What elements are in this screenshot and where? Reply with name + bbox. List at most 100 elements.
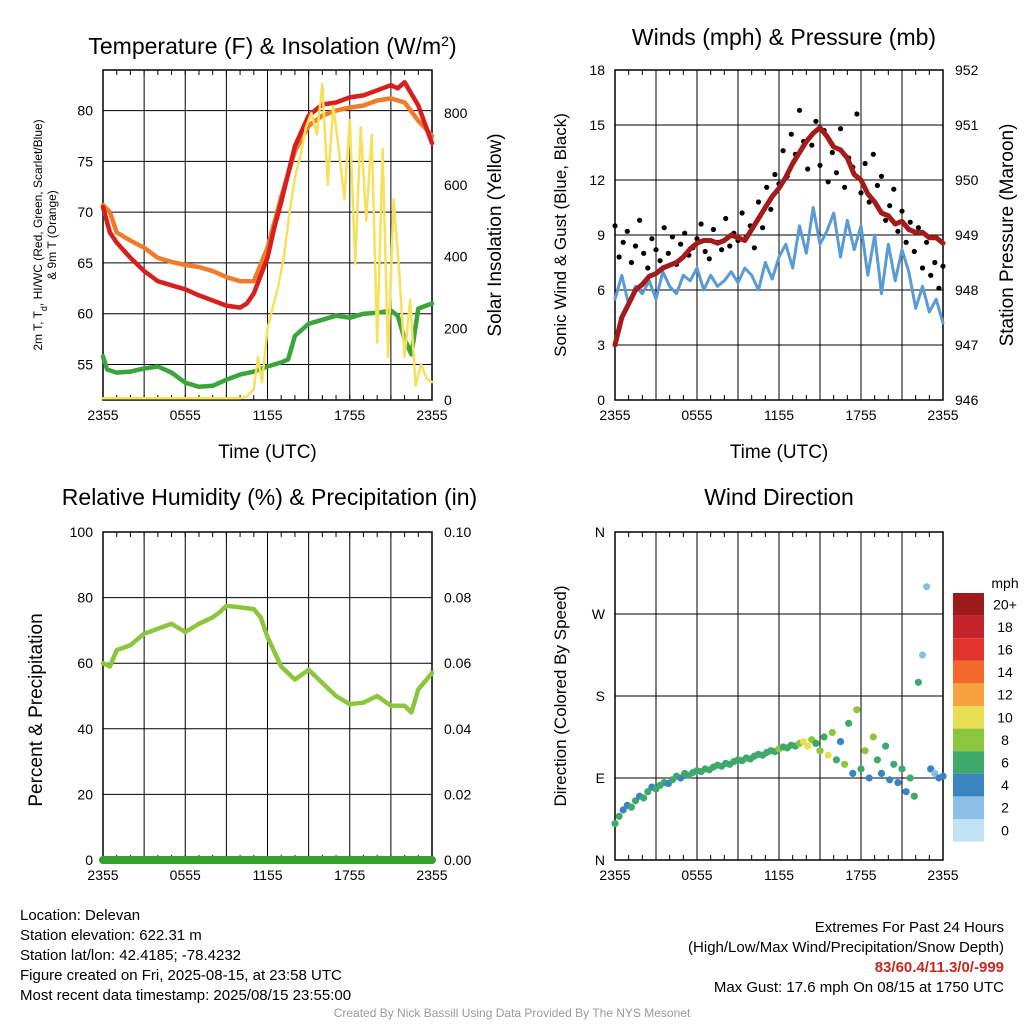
gust-point: [883, 217, 889, 223]
wind-y-tick-label: 6: [597, 282, 605, 298]
gust-point: [641, 250, 647, 256]
rh-y2-tick-label: 0.10: [444, 524, 471, 540]
temp-y-tick-label: 75: [77, 153, 93, 169]
dir-y-tick-label: N: [595, 852, 605, 868]
temp-title: Temperature (F) & Insolation (W/m2): [88, 33, 456, 59]
gust-point: [858, 190, 864, 196]
gust-point: [862, 160, 868, 167]
extremes-values: 83/60.4/11.3/0/-999: [874, 959, 1004, 976]
temp-y-tick-label: 60: [77, 306, 93, 322]
created-text: Figure created on Fri, 2025-08-15, at 23…: [20, 967, 342, 984]
gust-point: [678, 241, 684, 247]
temp-y-tick-label: 65: [77, 255, 93, 271]
legend-swatch: [953, 706, 984, 729]
dir-y-tick-label: W: [592, 606, 606, 622]
gust-point: [653, 247, 659, 253]
wind-y2-tick-label: 948: [955, 282, 979, 298]
gust-point: [833, 170, 840, 176]
temp-x-label: Time (UTC): [218, 442, 317, 463]
direction-point: [631, 797, 640, 805]
gust-point: [903, 239, 909, 245]
gust-point: [665, 250, 671, 256]
direction-point: [890, 760, 898, 768]
gust-point: [657, 258, 663, 264]
gust-point: [637, 217, 643, 223]
rh-panel: 2355 0555 1155 1755 23550204060801000.000.02…: [26, 484, 477, 883]
wind-y2-tick-label: 951: [955, 117, 979, 133]
gust-point: [928, 272, 934, 278]
direction-point: [877, 769, 886, 778]
gust-point: [936, 285, 942, 291]
dir-title: Wind Direction: [704, 484, 854, 510]
extremes-subtitle: (High/Low/Max Wind/Precipitation/Snow De…: [688, 939, 1004, 956]
direction-point: [882, 742, 890, 750]
temp-y-label-part: 2m T, T: [31, 310, 45, 350]
temp-x-tick-label: 1755: [334, 407, 365, 423]
temp-x-tick-label: 0555: [170, 407, 201, 423]
gust-point: [772, 171, 778, 178]
temp-x-tick-label: 2355: [87, 407, 118, 423]
gust-point: [854, 111, 860, 117]
legend-label: 6: [1001, 755, 1009, 771]
gust-point: [813, 118, 819, 124]
gust-point: [837, 126, 844, 132]
gust-point: [616, 254, 622, 260]
direction-point: [849, 769, 857, 778]
direction-point: [898, 765, 906, 773]
temp-y-label-subscript: d: [39, 306, 49, 311]
gust-point: [878, 173, 885, 179]
legend-swatch: [953, 796, 984, 819]
legend-label: 16: [997, 642, 1013, 658]
direction-point: [902, 788, 910, 796]
wind-y2-label: Station Pressure (Maroon): [997, 124, 1018, 347]
legend-swatch: [953, 615, 984, 639]
direction-point: [677, 774, 685, 782]
rh-series-line-0: [100, 603, 435, 715]
latlon-text: Station lat/lon: 42.4185; -78.4232: [20, 947, 242, 964]
gust-point: [895, 228, 901, 234]
legend-label: 14: [997, 664, 1013, 680]
gust-point: [739, 210, 745, 216]
rh-y2-tick-label: 0.06: [444, 655, 471, 671]
temp-y-label-part: , HI/WC (Red, Green, Scarlet/Blue): [31, 119, 45, 306]
direction-point: [869, 733, 877, 741]
recent-text: Most recent data timestamp: 2025/08/15 2…: [20, 987, 352, 1004]
gust-point: [899, 208, 905, 214]
gust-point: [723, 215, 729, 222]
temp-y2-tick-label: 400: [444, 249, 468, 265]
direction-point: [914, 678, 923, 686]
rh-x-tick-label: 0555: [170, 867, 201, 883]
rh-y-tick-label: 20: [77, 786, 93, 802]
gust-point: [669, 234, 676, 240]
temp-x-tick-label: 2355: [416, 407, 447, 423]
legend-label: 18: [997, 619, 1013, 635]
rh-x-tick-label: 1155: [252, 867, 282, 883]
temp-y2-label: Solar Insolation (Yellow): [485, 133, 506, 336]
wind-title: Winds (mph) & Pressure (mb): [632, 24, 936, 50]
wind-x-tick-label: 1755: [845, 407, 876, 423]
direction-point: [910, 792, 918, 800]
gust-point: [661, 225, 667, 231]
temp-y2-tick-label: 200: [444, 320, 468, 336]
gust-point: [809, 142, 815, 148]
rh-y-tick-label: 100: [70, 524, 94, 540]
wind-y2-tick-label: 949: [955, 227, 979, 243]
direction-point: [906, 774, 914, 782]
gust-point: [817, 162, 823, 168]
legend-label: 12: [997, 687, 1013, 703]
legend-label: 20+: [993, 596, 1017, 612]
direction-point: [873, 756, 882, 764]
wind-x-tick-label: 1155: [764, 407, 794, 423]
legend-label: 8: [1001, 732, 1009, 748]
max-gust-text: Max Gust: 17.6 mph On 08/15 at 1750 UTC: [713, 979, 1004, 996]
gust-point: [780, 148, 786, 154]
direction-point: [841, 760, 849, 768]
dir-y-tick-label: E: [596, 770, 605, 786]
rh-y-tick-label: 60: [77, 655, 93, 671]
temp-y2-tick-label: 600: [444, 177, 468, 193]
legend-swatch: [953, 593, 984, 616]
direction-point: [828, 728, 836, 737]
wind-y-tick-label: 18: [589, 62, 605, 78]
direction-point: [615, 812, 623, 820]
